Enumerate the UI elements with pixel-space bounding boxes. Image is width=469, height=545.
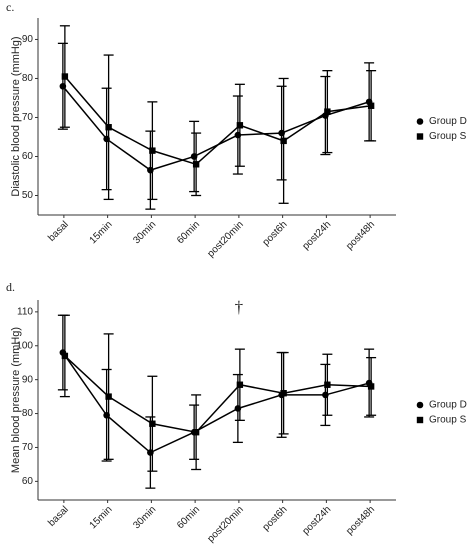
marker (192, 429, 200, 436)
y-tick-label: 80 (22, 408, 34, 419)
x-tick-label: basal (46, 219, 71, 244)
panel-label: c. (6, 0, 14, 14)
x-tick-label: post6h (261, 504, 290, 533)
x-tick-label: post6h (261, 219, 290, 248)
x-tick-label: 60min (175, 504, 202, 531)
marker (280, 137, 287, 145)
legend-label: Group D (429, 116, 467, 127)
y-tick-label: 50 (22, 190, 34, 201)
marker (367, 383, 375, 390)
marker (324, 108, 331, 115)
series-line (64, 355, 372, 434)
legend-marker (416, 416, 424, 424)
marker (324, 381, 331, 388)
legend-marker (416, 118, 424, 125)
y-tick-label: 70 (22, 442, 34, 453)
marker (61, 73, 69, 80)
marker (105, 124, 112, 131)
y-tick-label: 60 (22, 476, 34, 487)
x-tick-label: 60min (175, 219, 202, 246)
x-tick-label: post48h (344, 219, 377, 252)
marker (105, 393, 112, 400)
y-tick-label: 70 (22, 112, 34, 123)
marker (149, 420, 156, 427)
x-tick-label: 15min (88, 219, 115, 246)
series-line (64, 76, 372, 166)
legend-label: Group S (429, 131, 467, 142)
x-tick-label: 30min (131, 504, 158, 531)
y-tick-label: 90 (22, 374, 34, 385)
x-tick-label: post24h (300, 219, 333, 252)
marker (149, 147, 156, 154)
marker (280, 390, 287, 397)
x-tick-label: post48h (344, 504, 377, 537)
y-axis-title: Diastolic blood pressure (mmHg) (10, 36, 22, 196)
legend-label: Group S (429, 415, 467, 426)
x-tick-label: post20min (205, 219, 245, 259)
panel-label: d. (6, 280, 15, 294)
y-tick-label: 90 (22, 34, 34, 45)
series-line (62, 352, 370, 454)
legend-label: Group D (429, 400, 467, 411)
marker (367, 102, 375, 109)
y-tick-label: 60 (22, 151, 34, 162)
y-tick-label: 100 (16, 340, 33, 351)
annotation: † (235, 297, 244, 316)
marker (192, 161, 200, 168)
marker (236, 381, 244, 388)
x-tick-label: post20min (205, 504, 245, 544)
legend-marker (416, 133, 424, 140)
x-tick-label: 30min (131, 219, 158, 246)
marker (61, 352, 69, 360)
y-tick-label: 80 (22, 73, 34, 84)
y-axis-title: Mean blood pressure (mmHg) (10, 327, 22, 473)
x-tick-label: 15min (88, 504, 115, 531)
legend-marker (416, 401, 424, 409)
y-tick-label: 110 (17, 307, 33, 318)
marker (236, 122, 244, 129)
x-tick-label: basal (46, 504, 71, 529)
x-tick-label: post24h (300, 504, 333, 537)
